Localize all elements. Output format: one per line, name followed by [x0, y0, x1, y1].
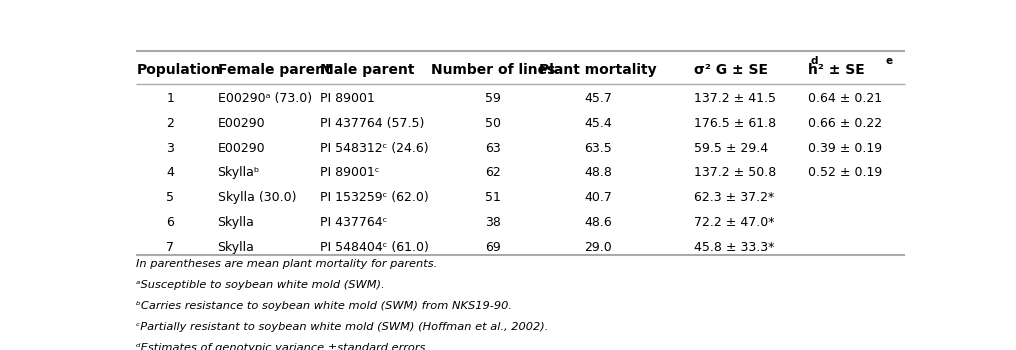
Text: 1: 1 — [167, 92, 175, 105]
Text: 59: 59 — [486, 92, 501, 105]
Text: 72.2 ± 47.0*: 72.2 ± 47.0* — [694, 216, 774, 229]
Text: 5: 5 — [167, 191, 175, 204]
Text: d: d — [811, 56, 818, 66]
Text: 48.6: 48.6 — [584, 216, 612, 229]
Text: 4: 4 — [167, 167, 175, 180]
Text: 63: 63 — [486, 142, 501, 155]
Text: 3: 3 — [167, 142, 175, 155]
Text: 38: 38 — [486, 216, 501, 229]
Text: 50: 50 — [486, 117, 501, 130]
Text: PI 548312ᶜ (24.6): PI 548312ᶜ (24.6) — [320, 142, 429, 155]
Text: 0.64 ± 0.21: 0.64 ± 0.21 — [808, 92, 882, 105]
Text: 69: 69 — [486, 241, 501, 254]
Text: 176.5 ± 61.8: 176.5 ± 61.8 — [694, 117, 776, 130]
Text: Skylla: Skylla — [217, 216, 254, 229]
Text: E00290ᵃ (73.0): E00290ᵃ (73.0) — [217, 92, 312, 105]
Text: PI 548404ᶜ (61.0): PI 548404ᶜ (61.0) — [320, 241, 429, 254]
Text: 63.5: 63.5 — [584, 142, 612, 155]
Text: PI 437764ᶜ: PI 437764ᶜ — [320, 216, 387, 229]
Text: 62.3 ± 37.2*: 62.3 ± 37.2* — [694, 191, 774, 204]
Text: 45.7: 45.7 — [584, 92, 612, 105]
Text: 29.0: 29.0 — [584, 241, 612, 254]
Text: PI 437764 (57.5): PI 437764 (57.5) — [320, 117, 425, 130]
Text: ᵇCarries resistance to soybean white mold (SWM) from NKS19-90.: ᵇCarries resistance to soybean white mol… — [136, 301, 512, 312]
Text: 0.52 ± 0.19: 0.52 ± 0.19 — [808, 167, 882, 180]
Text: 40.7: 40.7 — [584, 191, 612, 204]
Text: 62: 62 — [486, 167, 501, 180]
Text: e: e — [885, 56, 892, 66]
Text: PI 153259ᶜ (62.0): PI 153259ᶜ (62.0) — [320, 191, 429, 204]
Text: E00290: E00290 — [217, 142, 265, 155]
Text: σ² G ± SE: σ² G ± SE — [694, 63, 768, 77]
Text: PI 89001ᶜ: PI 89001ᶜ — [320, 167, 379, 180]
Text: ᵈEstimates of genotypic variance ±standard errors.: ᵈEstimates of genotypic variance ±standa… — [136, 343, 430, 350]
Text: PI 89001: PI 89001 — [320, 92, 375, 105]
Text: 137.2 ± 50.8: 137.2 ± 50.8 — [694, 167, 776, 180]
Text: 137.2 ± 41.5: 137.2 ± 41.5 — [694, 92, 776, 105]
Text: 0.66 ± 0.22: 0.66 ± 0.22 — [808, 117, 882, 130]
Text: In parentheses are mean plant mortality for parents.: In parentheses are mean plant mortality … — [136, 259, 438, 270]
Text: 48.8: 48.8 — [584, 167, 612, 180]
Text: 51: 51 — [486, 191, 501, 204]
Text: E00290: E00290 — [217, 117, 265, 130]
Text: 6: 6 — [167, 216, 175, 229]
Text: 45.8 ± 33.3*: 45.8 ± 33.3* — [694, 241, 774, 254]
Text: Skylla: Skylla — [217, 241, 254, 254]
Text: 7: 7 — [167, 241, 175, 254]
Text: Male parent: Male parent — [320, 63, 415, 77]
Text: 45.4: 45.4 — [584, 117, 612, 130]
Text: 0.39 ± 0.19: 0.39 ± 0.19 — [808, 142, 882, 155]
Text: Plant mortality: Plant mortality — [539, 63, 656, 77]
Text: Skylla (30.0): Skylla (30.0) — [217, 191, 296, 204]
Text: h² ± SE: h² ± SE — [808, 63, 865, 77]
Text: 2: 2 — [167, 117, 175, 130]
Text: Skyllaᵇ: Skyllaᵇ — [217, 167, 260, 180]
Text: ᶜPartially resistant to soybean white mold (SWM) (Hoffman et al., 2002).: ᶜPartially resistant to soybean white mo… — [136, 322, 549, 332]
Text: 59.5 ± 29.4: 59.5 ± 29.4 — [694, 142, 768, 155]
Text: Number of lines: Number of lines — [431, 63, 556, 77]
Text: Female parent: Female parent — [217, 63, 331, 77]
Text: ᵃSusceptible to soybean white mold (SWM).: ᵃSusceptible to soybean white mold (SWM)… — [136, 280, 385, 290]
Text: Population: Population — [136, 63, 220, 77]
